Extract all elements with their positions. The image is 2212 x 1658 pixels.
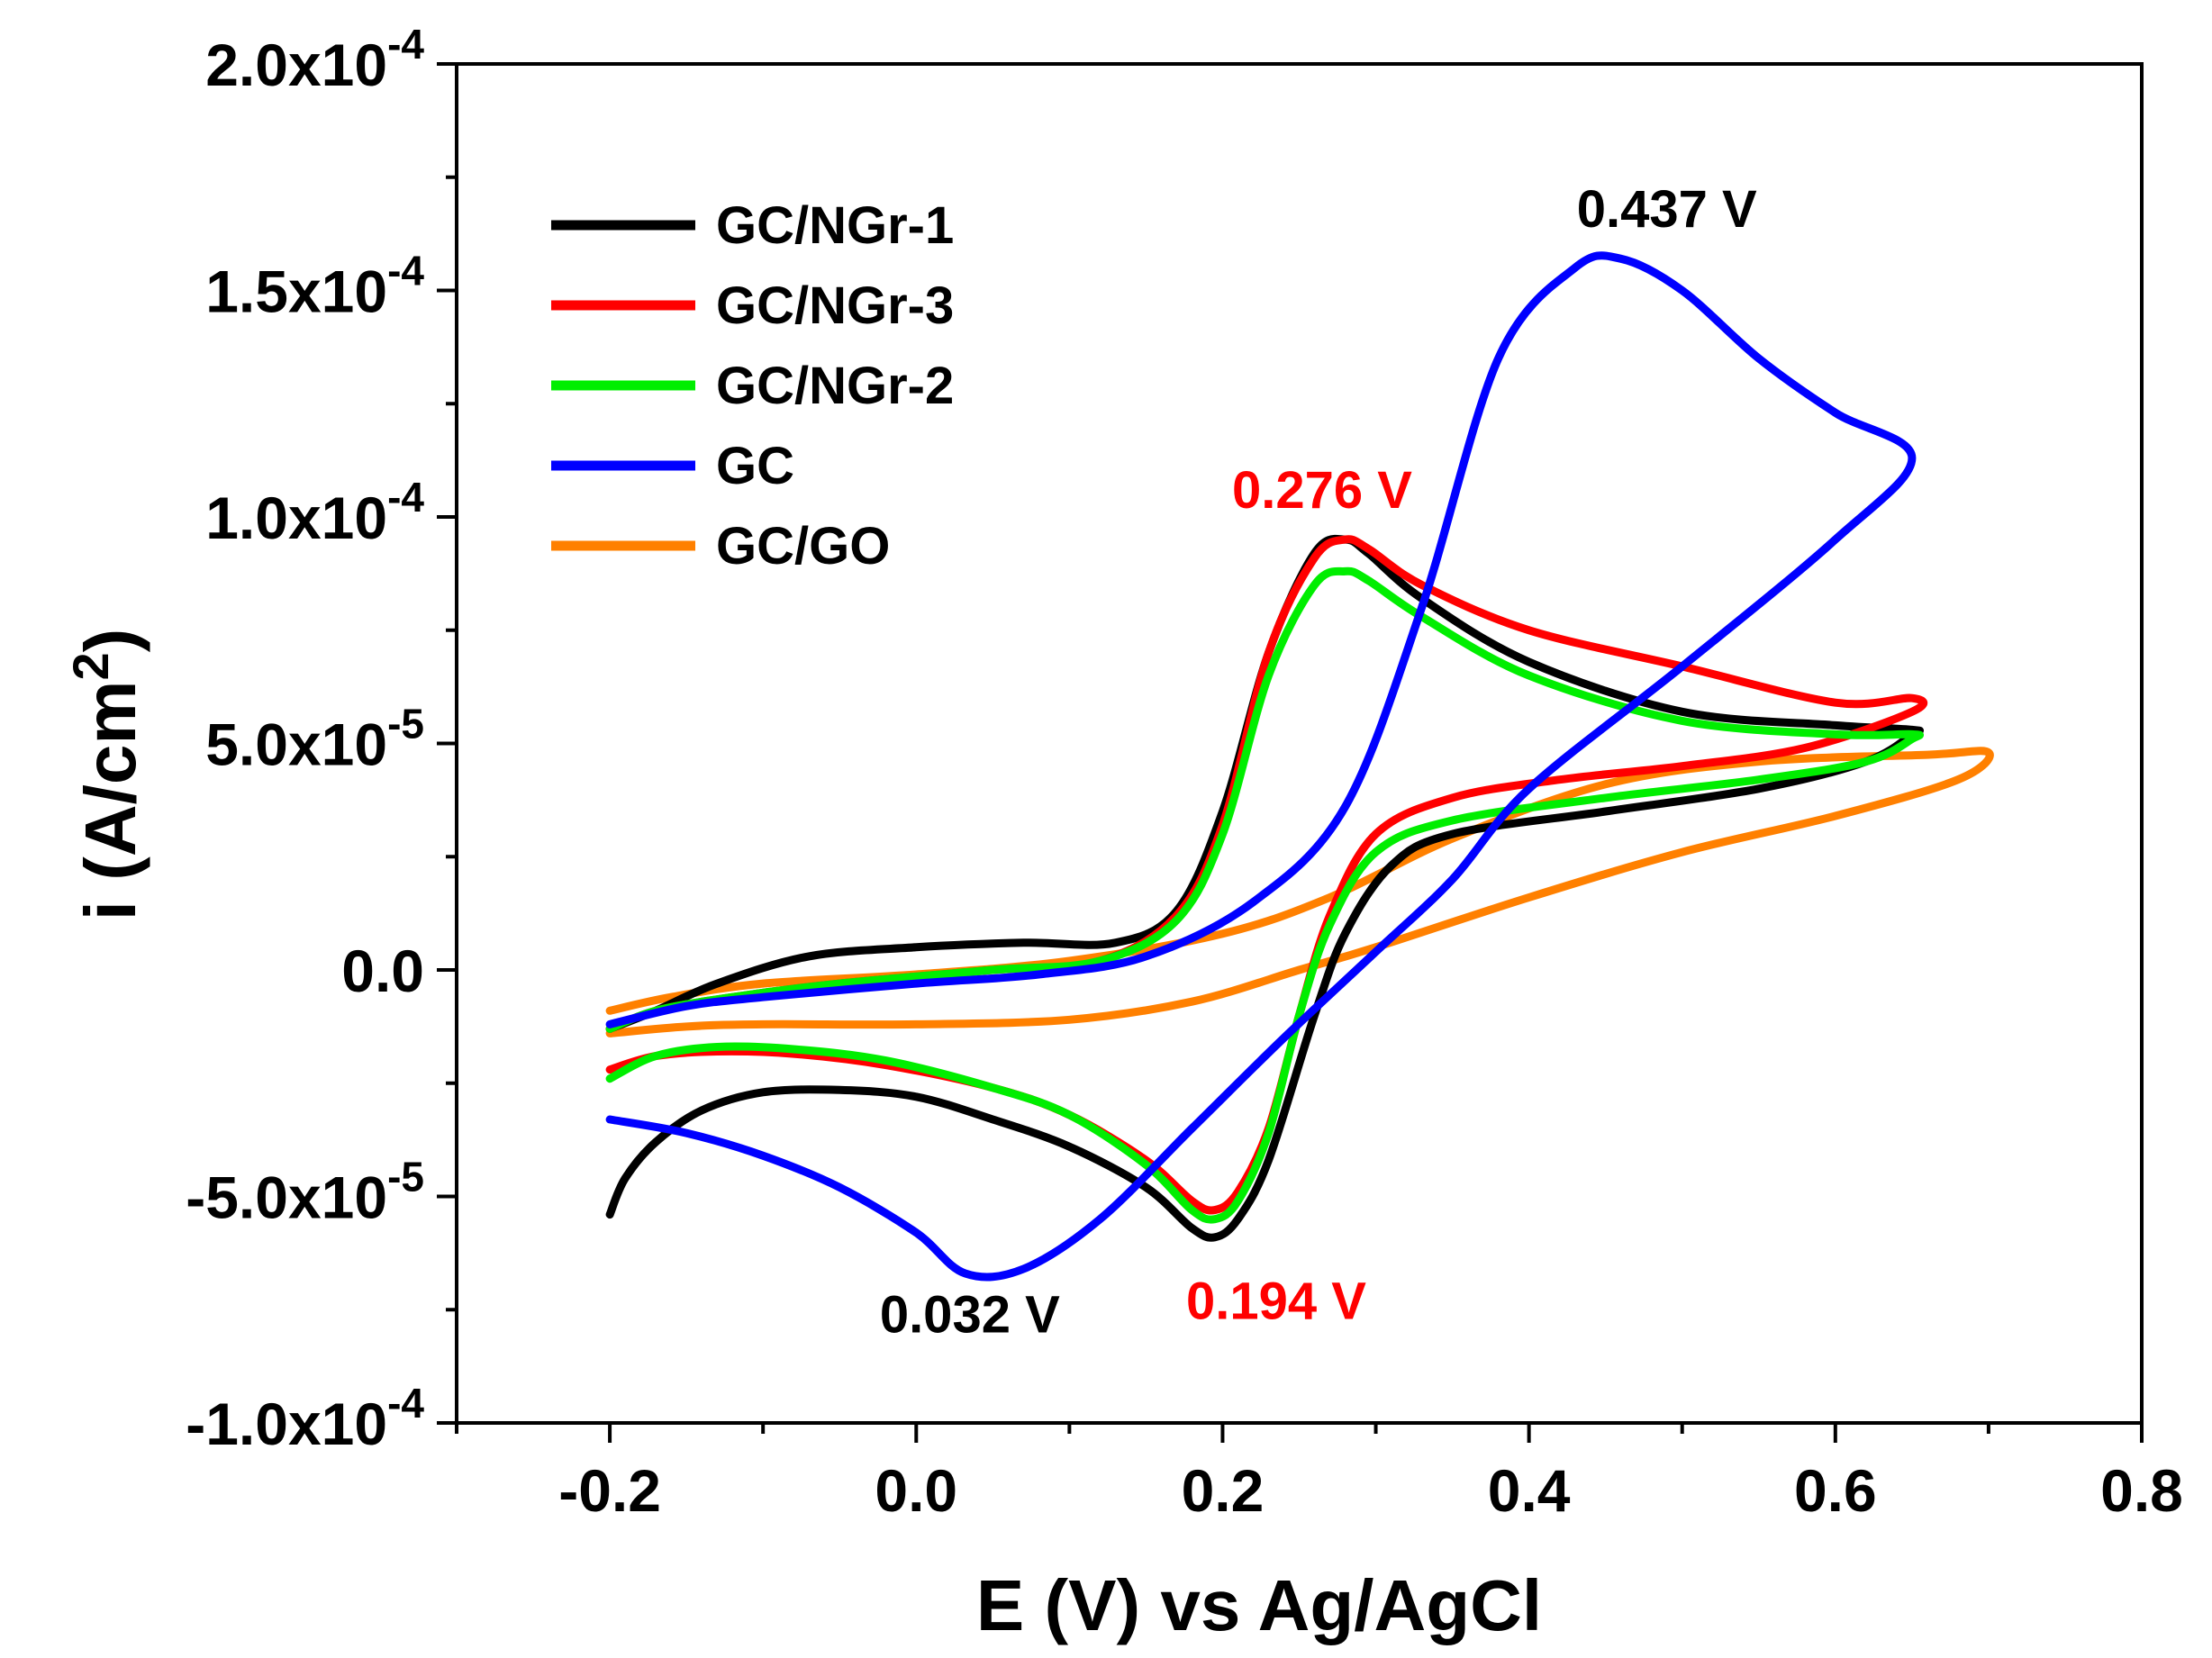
y-tick-label: 5.0x10-5 <box>205 701 424 778</box>
axes-frame: -0.2 0.0 0.2 0.4 0.6 0.82.0x10-41.5x10-41.0x1… <box>186 21 2183 1524</box>
x-axis-title: E (V) vs Ag/AgCl <box>976 1565 1542 1645</box>
y-tick-mantissa: -1.0x10 <box>186 1391 387 1457</box>
series-line-gc-ngr-3 <box>605 535 1928 1215</box>
y-tick-exponent: -4 <box>387 248 424 294</box>
x-tick-label: 0.8 <box>2100 1457 2183 1524</box>
y-tick-exponent: -4 <box>387 474 424 521</box>
y-tick-label: 1.5x10-4 <box>205 248 424 325</box>
series-line-gc-go <box>605 747 1994 1037</box>
y-axis-title: i (A/cm2) <box>62 629 150 921</box>
series-layer <box>605 251 1994 1282</box>
peak-annotation: 0.194 V <box>1186 1272 1366 1330</box>
series-line-gc-ngr-2 <box>605 566 1924 1224</box>
legend-label: GC/NGr-3 <box>716 276 954 335</box>
y-tick-label: -5.0x10-5 <box>186 1154 424 1231</box>
y-tick-label: 0.0 <box>341 938 424 1004</box>
y-tick-mantissa: 1.5x10 <box>205 258 387 325</box>
x-tick-label: 0.6 <box>1794 1457 1877 1524</box>
x-tick-label: 0.0 <box>875 1457 957 1524</box>
y-tick-label: 1.0x10-4 <box>205 474 424 551</box>
y-tick-mantissa: 0.0 <box>341 938 424 1004</box>
x-tick-label: 0.2 <box>1182 1457 1265 1524</box>
plot-frame <box>455 62 2144 1425</box>
y-tick-mantissa: 1.0x10 <box>205 485 387 551</box>
y-tick-label: 2.0x10-4 <box>205 21 424 98</box>
legend-label: GC/NGr-1 <box>716 196 954 255</box>
y-tick-mantissa: 5.0x10 <box>205 711 387 778</box>
y-tick-mantissa: 2.0x10 <box>205 32 387 98</box>
peak-annotation: 0.276 V <box>1232 461 1412 520</box>
y-tick-mantissa: -5.0x10 <box>186 1164 387 1231</box>
series-line-gc <box>605 251 1917 1282</box>
peak-annotation: 0.437 V <box>1577 180 1757 239</box>
legend: GC/NGr-1 GC/NGr-3 GC/NGr-2 GC GC/GO <box>551 196 954 575</box>
annotations: 0.437 V 0.276 V 0.032 V 0.194 V <box>880 180 1757 1344</box>
x-tick-label: 0.4 <box>1488 1457 1571 1524</box>
peak-annotation: 0.032 V <box>880 1285 1060 1344</box>
y-tick-exponent: -4 <box>387 1380 424 1427</box>
y-tick-label: -1.0x10-4 <box>186 1380 424 1457</box>
y-tick-exponent: -5 <box>387 701 424 747</box>
legend-label: GC/NGr-2 <box>716 357 954 415</box>
x-tick-label: -0.2 <box>558 1457 661 1524</box>
legend-label: GC <box>716 437 794 495</box>
y-tick-exponent: -4 <box>387 21 424 68</box>
legend-label: GC/GO <box>716 517 890 575</box>
y-tick-exponent: -5 <box>387 1154 424 1200</box>
